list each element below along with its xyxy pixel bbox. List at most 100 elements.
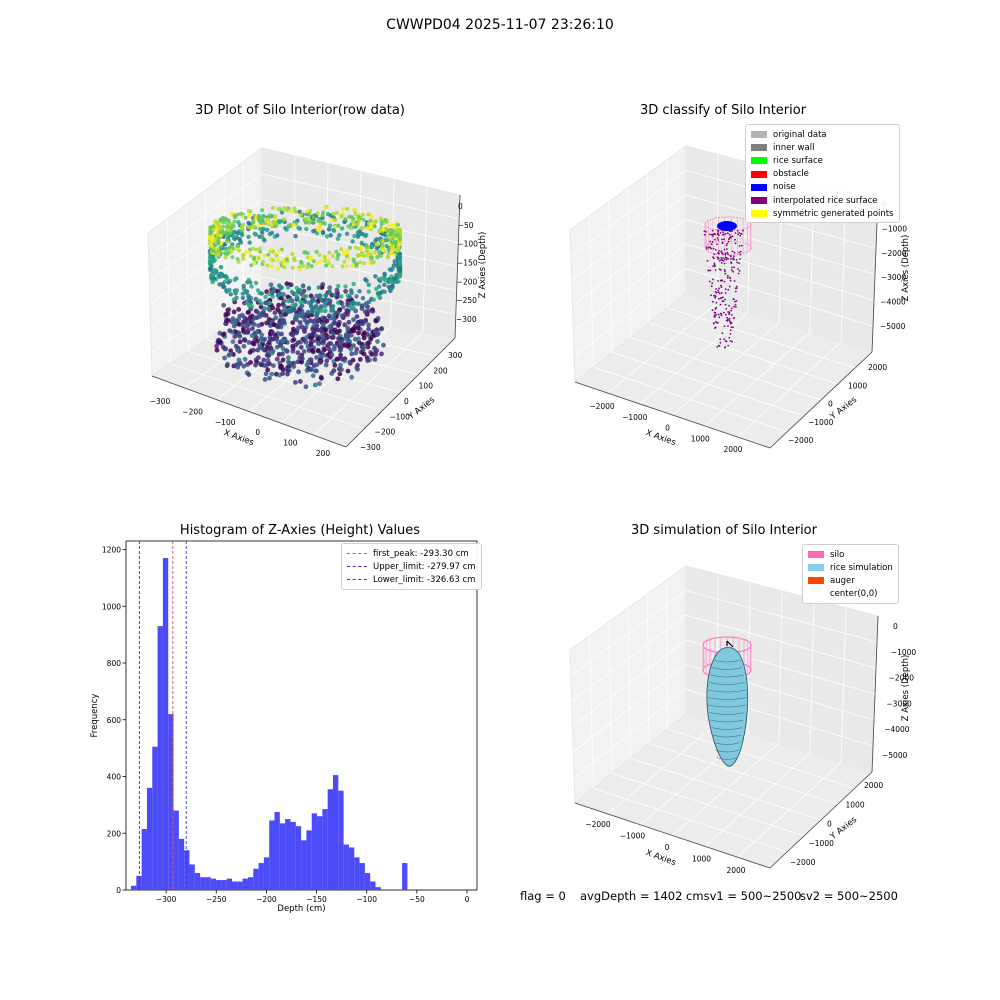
point <box>326 297 332 303</box>
point <box>317 253 322 257</box>
x-axis-line <box>151 375 347 448</box>
point <box>318 359 323 365</box>
point <box>270 294 275 299</box>
interp-point <box>714 269 717 271</box>
point <box>214 343 220 349</box>
point <box>218 244 223 249</box>
point <box>284 257 289 262</box>
interp-point <box>738 245 741 247</box>
legend-item-upper-limit: Upper_limit: -279.97 cm <box>347 560 476 573</box>
point <box>293 313 299 318</box>
point <box>251 322 257 327</box>
interp-point <box>732 326 734 329</box>
point <box>294 285 299 291</box>
interp-point <box>714 265 716 268</box>
point <box>275 233 280 238</box>
point <box>261 226 266 232</box>
point <box>359 245 364 249</box>
point <box>313 308 318 313</box>
interp-point <box>716 243 718 246</box>
point <box>259 220 264 225</box>
point <box>220 281 225 287</box>
point <box>350 357 356 363</box>
histogram-bar <box>317 816 323 890</box>
histogram-bar <box>348 847 355 890</box>
point <box>374 332 380 338</box>
point <box>350 263 355 268</box>
interp-point <box>731 314 733 316</box>
interp-point <box>711 300 714 303</box>
interp-point <box>719 303 722 306</box>
point <box>232 219 237 224</box>
point <box>283 348 289 353</box>
histogram-bar <box>205 877 211 890</box>
point <box>266 291 272 297</box>
point <box>232 213 237 218</box>
point <box>355 230 361 235</box>
point <box>285 359 291 365</box>
plot-frame <box>125 540 478 891</box>
point <box>235 244 240 249</box>
point <box>315 211 320 216</box>
point <box>395 248 400 253</box>
point <box>249 225 254 230</box>
z-tick-label: −200 <box>457 277 478 286</box>
point <box>286 355 291 361</box>
legend-item-rice-surface: rice surface <box>751 154 894 167</box>
point <box>252 231 257 236</box>
x-tick-label: −50 <box>409 895 425 904</box>
interp-point <box>736 261 738 264</box>
grid-line <box>148 173 460 258</box>
interp-point <box>712 247 715 250</box>
point <box>275 307 281 312</box>
point <box>392 252 397 257</box>
point <box>216 238 221 243</box>
interp-point <box>718 234 720 237</box>
interp-point <box>727 344 730 347</box>
point <box>249 253 253 258</box>
interp-point <box>737 233 740 236</box>
center-marker <box>315 225 323 233</box>
point <box>296 369 301 375</box>
point <box>376 249 381 254</box>
point <box>266 306 271 311</box>
interp-point <box>738 262 740 264</box>
point <box>348 245 352 250</box>
mesh-line <box>712 734 742 738</box>
grid-line <box>571 194 877 281</box>
legend-item-obstacle: obstacle <box>751 168 894 181</box>
point <box>382 282 387 287</box>
interp-point <box>717 280 719 282</box>
point <box>382 289 387 294</box>
interp-point <box>724 272 727 275</box>
point <box>246 250 251 255</box>
interp-point <box>722 253 724 256</box>
point <box>354 321 360 327</box>
y-tick-label: 1000 <box>848 381 867 390</box>
point <box>246 208 251 213</box>
point <box>217 250 222 255</box>
interp-point <box>711 241 714 243</box>
point <box>356 336 361 342</box>
point <box>353 211 358 216</box>
point <box>303 217 308 222</box>
interp-point <box>724 232 727 235</box>
x-tick-label: −300 <box>156 895 177 904</box>
histogram-bar <box>274 811 280 890</box>
interp-point <box>738 270 741 272</box>
point <box>299 356 305 362</box>
point <box>356 214 361 219</box>
point <box>392 259 397 264</box>
interp-point <box>715 291 718 294</box>
point <box>309 264 314 269</box>
point <box>269 247 274 252</box>
point <box>366 333 372 338</box>
interp-point <box>730 307 733 310</box>
z-tick-label: −4000 <box>880 298 906 307</box>
histogram-bar <box>327 789 333 890</box>
point <box>230 255 235 260</box>
point <box>326 346 332 352</box>
point <box>308 208 313 213</box>
point <box>224 238 229 243</box>
point <box>395 234 399 239</box>
